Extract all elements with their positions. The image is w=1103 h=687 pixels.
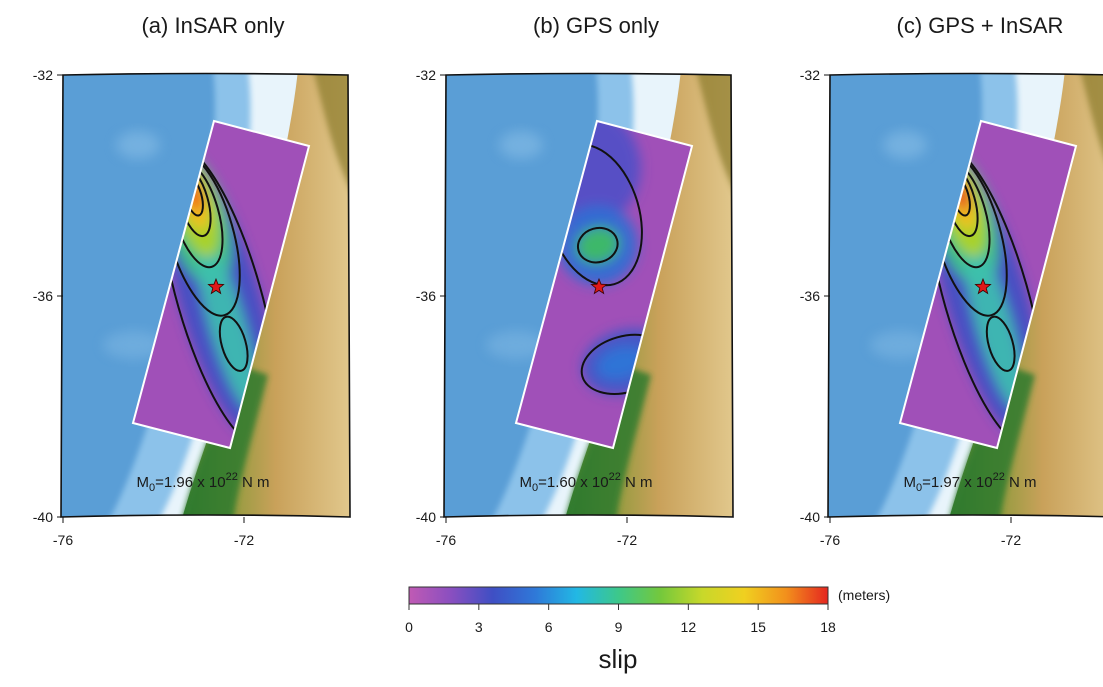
colorbar-tick-label: 6	[545, 619, 553, 635]
colorbar-ramp	[408, 586, 829, 605]
epicenter-star-icon	[974, 277, 992, 295]
slip-colorbar: (meters) 0 3 6 9 12 15 18 slip	[405, 586, 890, 674]
seismic-moment-label: M0=1.96 x 1022 N m	[136, 471, 269, 494]
lon-tick-label: -76	[53, 532, 73, 548]
lon-tick-label: -72	[1001, 532, 1021, 548]
map-frame	[827, 72, 1103, 518]
map-frame	[443, 72, 734, 518]
panel-title: (b) GPS only	[533, 13, 659, 38]
colorbar-title: slip	[598, 644, 637, 674]
colorbar-tick-label: 3	[475, 619, 483, 635]
colorbar-tick-label: 9	[615, 619, 623, 635]
panel-b: -32 -36 -40-76 -72 (b) GPS only M0=1.60 x 102…	[416, 13, 734, 548]
colorbar-tick-label: 15	[750, 619, 766, 635]
lon-tick-label: -76	[436, 532, 456, 548]
panel-title: (c) GPS + InSAR	[897, 13, 1064, 38]
epicenter-star-icon	[590, 277, 608, 295]
colorbar-unit: (meters)	[838, 587, 890, 603]
lat-tick-label: -32	[416, 67, 436, 83]
colorbar-tick-label: 0	[405, 619, 413, 635]
lon-tick-label: -76	[820, 532, 840, 548]
panel-title: (a) InSAR only	[141, 13, 284, 38]
map-frame	[60, 72, 351, 518]
epicenter-star-icon	[207, 277, 225, 295]
lon-tick-label: -72	[234, 532, 254, 548]
panel-c: -32 -36 -40-76 -72 (c) GPS + InSAR M0=1.97 x …	[800, 13, 1103, 548]
lat-tick-label: -40	[800, 509, 820, 525]
colorbar-tick-label: 12	[681, 619, 697, 635]
lat-tick-label: -40	[416, 509, 436, 525]
lat-tick-label: -36	[33, 288, 53, 304]
colorbar-tick-label: 18	[820, 619, 836, 635]
lat-tick-label: -36	[800, 288, 820, 304]
lon-tick-label: -72	[617, 532, 637, 548]
seismic-moment-label: M0=1.60 x 1022 N m	[519, 471, 652, 494]
seismic-moment-label: M0=1.97 x 1022 N m	[903, 471, 1036, 494]
lat-tick-label: -32	[33, 67, 53, 83]
lat-tick-label: -32	[800, 67, 820, 83]
panel-a: -32 -36 -40-76 -72 (a) InSAR only M0=1.96 x 1…	[33, 13, 351, 548]
lat-tick-label: -40	[33, 509, 53, 525]
lat-tick-label: -36	[416, 288, 436, 304]
